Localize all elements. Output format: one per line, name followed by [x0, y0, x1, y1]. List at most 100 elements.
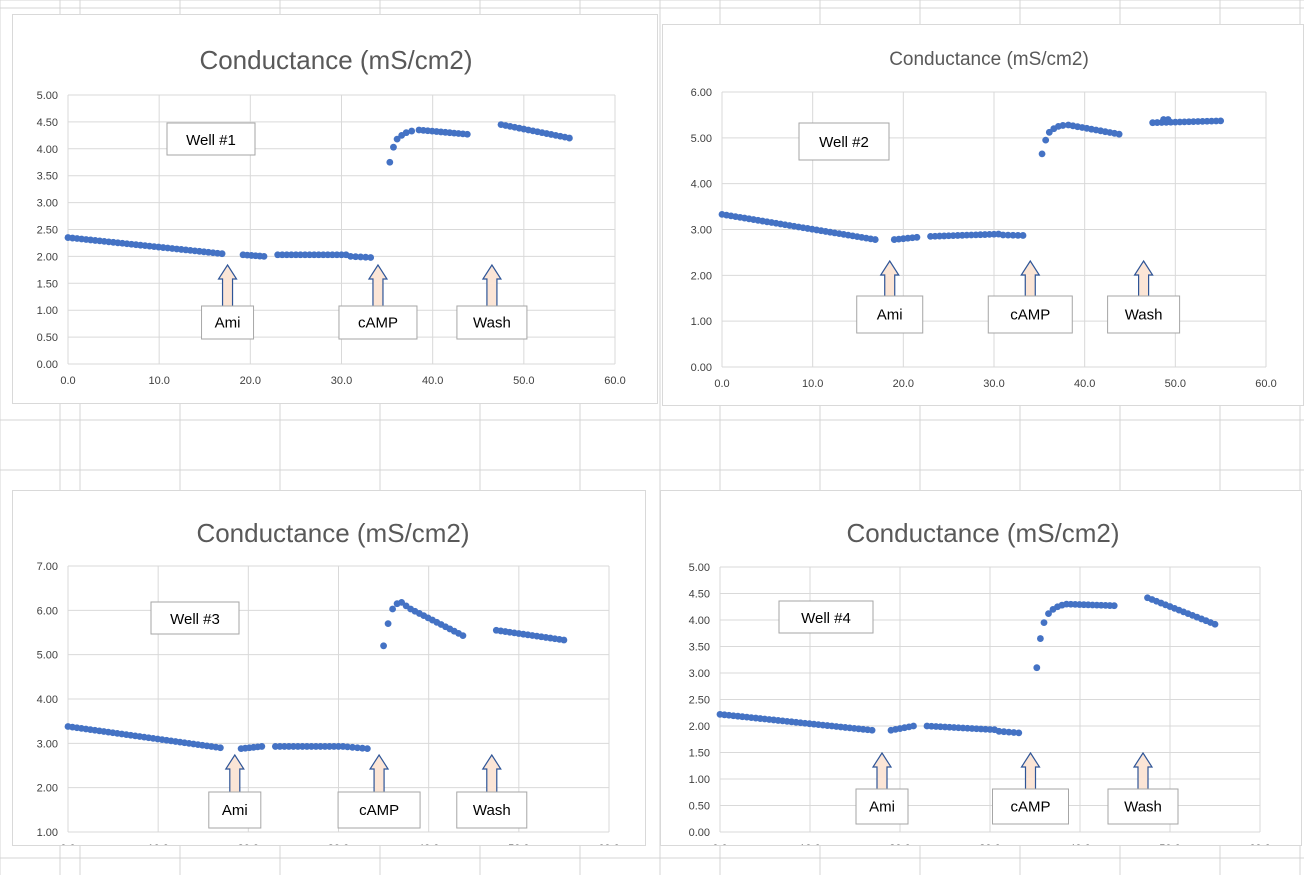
- data-point: [1009, 231, 1017, 239]
- x-tick-label: 30.0: [979, 843, 1000, 846]
- data-point: [258, 743, 266, 750]
- data-point: [1033, 664, 1041, 672]
- y-tick-label: 7.00: [37, 561, 58, 573]
- data-point: [913, 233, 921, 241]
- data-point: [363, 745, 371, 753]
- data-point: [349, 743, 356, 751]
- annotations: Ami cAMP Wash: [856, 259, 1181, 334]
- y-tick-label: 1.00: [37, 305, 58, 317]
- x-tick-label: 40.0: [1074, 378, 1095, 390]
- data-series: [718, 116, 1225, 243]
- y-tick-label: 0.00: [37, 359, 58, 371]
- x-tick-label: 10.0: [799, 843, 820, 846]
- well-label: Well #4: [801, 610, 851, 627]
- y-tick-label: 5.00: [691, 133, 712, 145]
- data-point: [402, 129, 410, 137]
- chart-well-1[interactable]: Conductance (mS/cm2) 0.00 0.50 1.00 1.50 2.0…: [12, 14, 658, 404]
- data-point: [1059, 122, 1067, 129]
- y-tick-label: 5.00: [689, 562, 710, 574]
- y-tick-label: 1.00: [37, 827, 58, 839]
- y-tick-label: 1.50: [689, 748, 710, 760]
- y-tick-label: 4.50: [689, 589, 710, 601]
- data-point: [1040, 619, 1048, 627]
- annotations: Ami cAMP Wash: [201, 263, 528, 340]
- chart-well-3[interactable]: Conductance (mS/cm2) 1.00 2.00 3.00 4.00 5.0…: [12, 490, 646, 846]
- annotation-box: [1107, 295, 1181, 334]
- well-label: Well #3: [170, 611, 220, 628]
- annotation-label: Ami: [222, 802, 248, 819]
- data-point: [380, 642, 387, 650]
- x-tick-label: 0.0: [60, 843, 75, 846]
- y-tick-label: 1.50: [37, 278, 58, 290]
- data-point: [1045, 128, 1053, 136]
- x-axis-tick-labels: 0.0 10.0 20.0 30.0 40.0 50.0 60.0: [714, 378, 1276, 390]
- x-tick-label: 20.0: [893, 378, 914, 390]
- annotation-box: [201, 305, 255, 340]
- y-tick-label: 0.50: [689, 801, 710, 813]
- x-tick-label: 60.0: [1249, 843, 1270, 846]
- x-tick-label: 20.0: [240, 375, 261, 387]
- annotation-box: [338, 305, 418, 340]
- y-tick-label: 2.50: [689, 695, 710, 707]
- x-tick-label: 20.0: [889, 843, 910, 846]
- data-point: [1045, 610, 1052, 618]
- chart-well-4[interactable]: Conductance (mS/cm2) 0.00 0.50 1.00 1.50 2.0…: [660, 490, 1302, 846]
- x-tick-label: 40.0: [422, 375, 443, 387]
- y-tick-label: 4.00: [37, 144, 58, 156]
- annotation-label: cAMP: [359, 802, 399, 819]
- x-tick-label: 10.0: [802, 378, 823, 390]
- chart-well-2[interactable]: Conductance (mS/cm2) 0.00 1.00 2.00 3.00 4.0…: [662, 24, 1304, 406]
- data-point: [1037, 635, 1044, 642]
- x-tick-label: 10.0: [147, 843, 168, 846]
- y-tick-label: 3.00: [691, 225, 712, 237]
- annotation-box: [855, 788, 909, 825]
- x-tick-label: 50.0: [513, 375, 534, 387]
- data-point: [260, 253, 268, 260]
- x-tick-label: 60.0: [598, 843, 619, 846]
- y-tick-label: 6.00: [37, 605, 58, 617]
- x-tick-label: 40.0: [1069, 843, 1090, 846]
- data-point: [1010, 729, 1018, 736]
- y-tick-label: 3.00: [689, 668, 710, 680]
- y-tick-label: 0.00: [691, 362, 712, 374]
- data-point: [216, 744, 224, 752]
- data-series: [716, 594, 1219, 737]
- y-axis-tick-labels: 1.00 2.00 3.00 4.00 5.00 6.00 7.00: [37, 561, 58, 839]
- chart-well-4-svg: Conductance (mS/cm2) 0.00 0.50 1.00 1.50 2.0…: [689, 518, 1271, 846]
- chart-well-3-svg: Conductance (mS/cm2) 1.00 2.00 3.00 4.00 5.0…: [37, 518, 620, 846]
- x-tick-label: 20.0: [238, 843, 259, 846]
- y-tick-label: 0.00: [689, 827, 710, 839]
- data-point: [1110, 602, 1118, 610]
- y-tick-label: 3.50: [37, 171, 58, 183]
- annotation-box: [987, 295, 1073, 334]
- chart-title: Conductance (mS/cm2): [846, 518, 1119, 548]
- data-point: [362, 253, 370, 261]
- up-arrow-icon: [217, 263, 238, 312]
- x-axis-tick-labels: 0.0 10.0 20.0 30.0 40.0 50.0 60.0: [712, 843, 1270, 846]
- x-tick-label: 10.0: [148, 375, 169, 387]
- annotation-label: Wash: [473, 315, 511, 332]
- annotation-label: Ami: [215, 315, 241, 332]
- annotation-label: Ami: [877, 307, 903, 324]
- x-tick-label: 40.0: [418, 843, 439, 846]
- annotation-box: [456, 305, 528, 340]
- x-tick-label: 30.0: [328, 843, 349, 846]
- annotation-box: [208, 791, 262, 829]
- annotation-label: cAMP: [358, 315, 398, 332]
- annotation-label: cAMP: [1010, 307, 1050, 324]
- data-point: [1164, 116, 1172, 123]
- data-point: [1004, 231, 1012, 239]
- data-point: [344, 743, 351, 751]
- y-tick-label: 5.00: [37, 90, 58, 102]
- data-point: [995, 727, 1003, 735]
- x-tick-label: 30.0: [331, 375, 352, 387]
- y-tick-label: 2.00: [37, 251, 58, 263]
- y-axis-tick-labels: 0.00 1.00 2.00 3.00 4.00 5.00 6.00: [691, 87, 712, 374]
- chart-title: Conductance (mS/cm2): [889, 49, 1089, 70]
- y-axis-tick-labels: 0.00 0.50 1.00 1.50 2.00 2.50 3.00 3.50 4.00 4.50…: [37, 90, 58, 371]
- data-point: [910, 722, 917, 730]
- data-point: [354, 744, 361, 752]
- data-point: [367, 254, 375, 261]
- data-point: [386, 158, 394, 166]
- x-tick-label: 50.0: [1159, 843, 1180, 846]
